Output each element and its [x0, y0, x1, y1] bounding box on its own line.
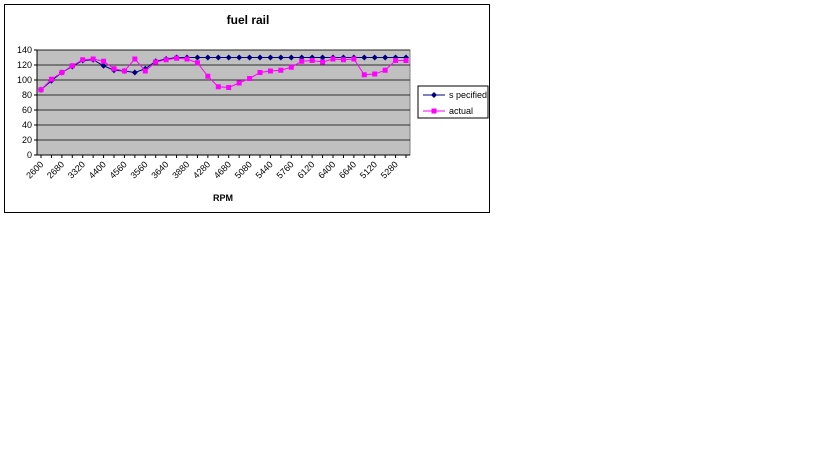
- x-tick-label: 4400: [87, 159, 108, 180]
- x-tick-label: 3640: [149, 159, 170, 180]
- chart-title: fuel rail: [227, 13, 270, 27]
- data-point: [90, 56, 96, 62]
- data-point: [267, 54, 274, 61]
- data-point: [267, 68, 273, 74]
- x-axis-label: RPM: [213, 193, 233, 203]
- y-tick-label: 100: [17, 75, 32, 85]
- chart-frame: fuel rail 0 20 40 60 80 100 120 140 2600 2680 332…: [4, 4, 490, 213]
- data-point: [100, 62, 107, 69]
- data-point: [278, 67, 284, 73]
- data-point: [247, 76, 253, 81]
- y-tick-label: 80: [22, 90, 32, 100]
- data-point: [382, 67, 388, 73]
- x-tick-label: 3880: [170, 159, 191, 180]
- data-point: [163, 57, 169, 63]
- data-point: [309, 58, 315, 63]
- legend-marker: [431, 92, 437, 98]
- data-point: [69, 63, 75, 69]
- x-axis: 2600 2680 3320 4400 4560 3560 3640 3880 4280 4680…: [24, 155, 407, 181]
- x-tick-label: 4280: [191, 159, 212, 180]
- data-point: [393, 58, 399, 63]
- data-point: [225, 54, 232, 61]
- data-point: [257, 54, 263, 61]
- data-point: [299, 58, 305, 64]
- data-point: [121, 68, 127, 74]
- data-point: [236, 54, 243, 61]
- data-point: [184, 56, 190, 62]
- data-point: [59, 70, 65, 75]
- x-tick-label: 2600: [24, 159, 45, 180]
- plot-area: [36, 49, 411, 156]
- x-tick-label: 2680: [45, 159, 66, 180]
- grid: [37, 49, 410, 141]
- data-point: [319, 54, 326, 61]
- y-tick-label: 20: [22, 135, 32, 145]
- data-point: [246, 54, 253, 61]
- y-tick-label: 140: [17, 45, 32, 55]
- data-point: [340, 57, 346, 63]
- data-point: [277, 54, 284, 61]
- data-point: [361, 72, 367, 78]
- x-tick-label: 4560: [108, 159, 129, 180]
- series-layer: [38, 54, 409, 93]
- data-point: [204, 54, 211, 61]
- legend-box: [417, 85, 489, 119]
- data-point: [111, 66, 117, 72]
- data-point: [371, 54, 378, 61]
- y-tick-label: 0: [27, 150, 32, 160]
- data-point: [226, 85, 232, 90]
- y-tick-label: 40: [22, 120, 32, 130]
- x-tick-label: 3560: [128, 159, 149, 180]
- data-point: [205, 73, 211, 79]
- x-tick-label: 6400: [316, 159, 337, 180]
- x-tick-label: 5760: [274, 159, 295, 180]
- data-point: [132, 56, 138, 62]
- data-point: [257, 70, 263, 75]
- x-tick-label: 5120: [358, 159, 379, 180]
- legend-label: actual: [449, 106, 473, 116]
- y-tick-label: 60: [22, 105, 32, 115]
- data-point: [101, 58, 107, 64]
- data-point: [330, 56, 336, 62]
- data-point: [194, 54, 201, 61]
- x-tick-label: 6120: [295, 159, 316, 180]
- data-point: [361, 54, 368, 61]
- legend: s pecified actual: [417, 85, 489, 119]
- data-point: [153, 59, 159, 65]
- data-point: [174, 55, 180, 61]
- x-tick-label: 5080: [233, 159, 254, 180]
- data-point: [403, 58, 409, 63]
- x-tick-label: 5440: [254, 159, 275, 180]
- chart-svg: fuel rail 0 20 40 60 80 100 120 140 2600 2680 332…: [17, 13, 489, 203]
- data-point: [215, 54, 222, 61]
- data-point: [142, 68, 148, 74]
- data-point: [80, 57, 86, 63]
- y-tick-label: 120: [17, 60, 32, 70]
- legend-marker: [431, 108, 437, 114]
- data-point: [372, 71, 378, 77]
- data-point: [38, 87, 44, 93]
- legend-label: s pecified: [449, 90, 487, 100]
- x-tick-label: 3320: [66, 159, 87, 180]
- data-point: [194, 60, 200, 66]
- data-point: [320, 59, 326, 65]
- data-point: [131, 69, 138, 76]
- data-point: [48, 76, 54, 82]
- data-point: [236, 80, 242, 86]
- data-point: [382, 54, 389, 61]
- y-axis: 0 20 40 60 80 100 120 140: [17, 45, 410, 160]
- x-tick-label: 5280: [379, 159, 400, 180]
- data-point: [351, 56, 357, 62]
- x-tick-label: 6640: [337, 159, 358, 180]
- data-point: [288, 64, 294, 70]
- data-point: [215, 84, 221, 90]
- x-tick-label: 4680: [212, 159, 233, 180]
- data-point: [288, 54, 295, 61]
